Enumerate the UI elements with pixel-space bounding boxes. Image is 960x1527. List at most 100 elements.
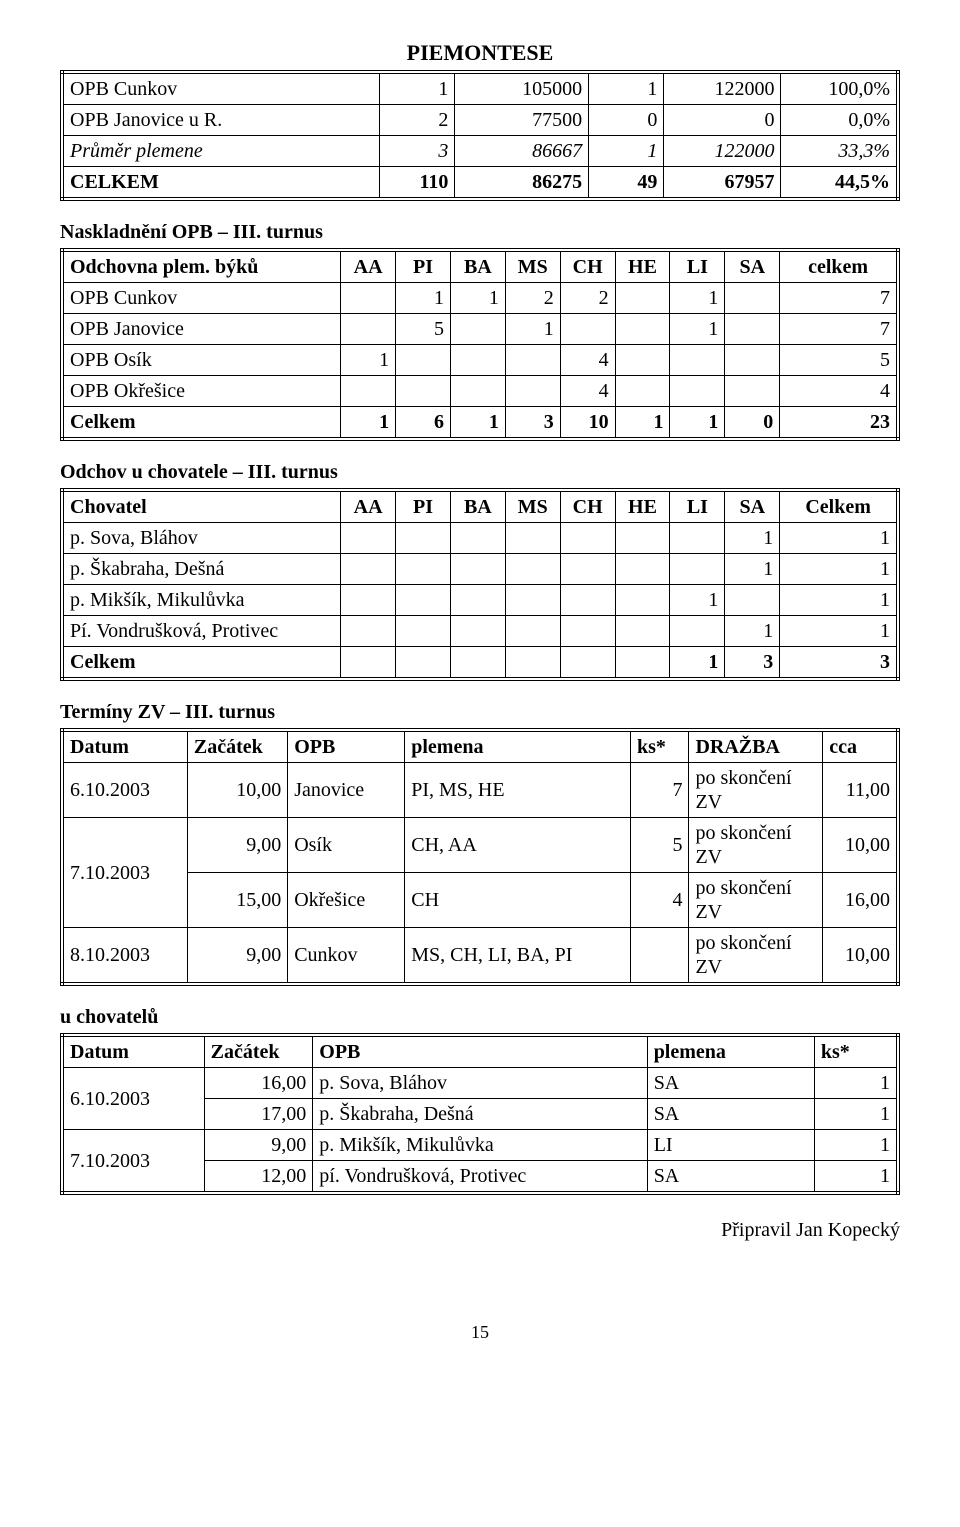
header-cell: ks* — [814, 1035, 898, 1068]
cell: 7.10.2003 — [62, 818, 187, 928]
cell — [560, 585, 615, 616]
cell: 7 — [780, 283, 898, 314]
cell: 0 — [589, 105, 664, 136]
cell — [396, 585, 451, 616]
cell: 6.10.2003 — [62, 1068, 204, 1130]
cell: 1 — [725, 616, 780, 647]
cell — [615, 616, 670, 647]
cell: pí. Vondrušková, Protivec — [313, 1161, 647, 1194]
header-cell: LI — [670, 490, 725, 523]
table-naskladneni: Odchovna plem. býkůAAPIBAMSCHHELISAcelke… — [60, 248, 900, 441]
cell: 2 — [380, 105, 455, 136]
cell: p. Mikšík, Mikulůvka — [313, 1130, 647, 1161]
cell — [341, 554, 396, 585]
table-row: 15,00OkřešiceCH4po skončení ZV16,00 — [62, 873, 898, 928]
cell: p. Škabraha, Dešná — [62, 554, 341, 585]
cell: 17,00 — [204, 1099, 313, 1130]
cell: 4 — [780, 376, 898, 407]
cell: 49 — [589, 167, 664, 200]
cell: CH — [405, 873, 631, 928]
cell: 1 — [780, 585, 898, 616]
cell: MS, CH, LI, BA, PI — [405, 928, 631, 985]
cell: 1 — [814, 1068, 898, 1099]
cell: 1 — [814, 1099, 898, 1130]
cell: 3 — [505, 407, 560, 440]
heading-naskladneni: Naskladnění OPB – III. turnus — [60, 221, 900, 244]
cell — [560, 523, 615, 554]
cell — [505, 554, 560, 585]
cell: 86667 — [455, 136, 589, 167]
cell: 9,00 — [204, 1130, 313, 1161]
header-cell: SA — [725, 250, 780, 283]
cell: po skončení ZV — [689, 873, 823, 928]
table-odchov: ChovatelAAPIBAMSCHHELISACelkemp. Sova, B… — [60, 488, 900, 681]
cell — [670, 554, 725, 585]
cell — [396, 345, 451, 376]
header-cell: plemena — [405, 730, 631, 763]
cell — [396, 554, 451, 585]
table-row: OPB Janovice5117 — [62, 314, 898, 345]
table-row: OPB Osík145 — [62, 345, 898, 376]
header-cell: PI — [396, 250, 451, 283]
cell: Osík — [288, 818, 405, 873]
cell: SA — [647, 1099, 814, 1130]
cell — [670, 345, 725, 376]
cell — [505, 376, 560, 407]
cell: OPB Cunkov — [62, 72, 380, 105]
cell: SA — [647, 1068, 814, 1099]
cell — [725, 283, 780, 314]
cell — [615, 314, 670, 345]
header-cell: BA — [450, 250, 505, 283]
table-row: 7.10.20039,00p. Mikšík, MikulůvkaLI1 — [62, 1130, 898, 1161]
header-cell: OPB — [313, 1035, 647, 1068]
cell — [341, 585, 396, 616]
table-row: CELKEM11086275496795744,5% — [62, 167, 898, 200]
cell — [725, 585, 780, 616]
cell: 12,00 — [204, 1161, 313, 1194]
header-cell: plemena — [647, 1035, 814, 1068]
cell — [615, 647, 670, 680]
header-cell: Celkem — [780, 490, 898, 523]
cell: 1 — [341, 345, 396, 376]
heading-terminy: Termíny ZV – III. turnus — [60, 701, 900, 724]
cell: 86275 — [455, 167, 589, 200]
cell: 0,0% — [781, 105, 898, 136]
header-cell: AA — [341, 250, 396, 283]
cell: 1 — [780, 616, 898, 647]
header-cell: cca — [823, 730, 898, 763]
header-cell: AA — [341, 490, 396, 523]
cell: 4 — [560, 376, 615, 407]
cell — [341, 647, 396, 680]
cell: Cunkov — [288, 928, 405, 985]
cell: 6.10.2003 — [62, 763, 187, 818]
cell: 7.10.2003 — [62, 1130, 204, 1194]
cell: Okřešice — [288, 873, 405, 928]
cell: 23 — [780, 407, 898, 440]
cell — [560, 314, 615, 345]
header-cell: Odchovna plem. býků — [62, 250, 341, 283]
cell — [341, 314, 396, 345]
table-row: p. Mikšík, Mikulůvka11 — [62, 585, 898, 616]
header-cell: Chovatel — [62, 490, 341, 523]
cell: Pí. Vondrušková, Protivec — [62, 616, 341, 647]
cell: 0 — [725, 407, 780, 440]
table-row: p. Škabraha, Dešná11 — [62, 554, 898, 585]
cell: 1 — [670, 585, 725, 616]
cell — [560, 616, 615, 647]
cell: OPB Okřešice — [62, 376, 341, 407]
cell — [505, 585, 560, 616]
header-cell: LI — [670, 250, 725, 283]
cell: 10,00 — [823, 818, 898, 873]
cell: 16,00 — [823, 873, 898, 928]
cell: 7 — [780, 314, 898, 345]
cell: po skončení ZV — [689, 763, 823, 818]
table-header-row: DatumZačátekOPBplemenaks*DRAŽBAcca — [62, 730, 898, 763]
cell — [630, 928, 689, 985]
cell — [341, 376, 396, 407]
cell: 3 — [380, 136, 455, 167]
cell — [396, 616, 451, 647]
cell — [450, 585, 505, 616]
cell: SA — [647, 1161, 814, 1194]
table-header-row: Odchovna plem. býkůAAPIBAMSCHHELISAcelke… — [62, 250, 898, 283]
table-row: OPB Cunkov11050001122000100,0% — [62, 72, 898, 105]
